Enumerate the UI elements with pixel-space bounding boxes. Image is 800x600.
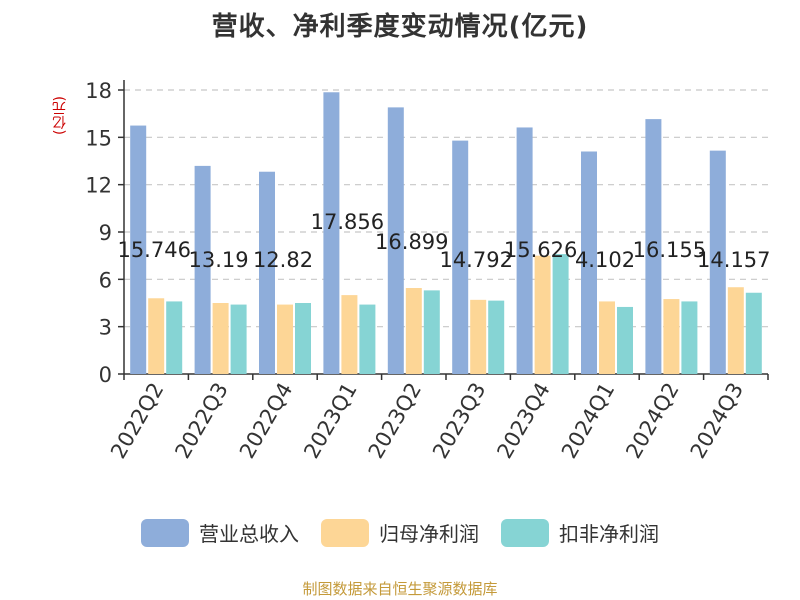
bar-3: [423, 290, 440, 374]
legend-swatch: [501, 518, 549, 547]
legend-label: 营业总收入: [199, 522, 299, 546]
bar-1: [387, 107, 404, 374]
bar-1: [194, 165, 211, 374]
bar-2: [212, 303, 229, 374]
x-tick-label: 2022Q2: [106, 379, 168, 463]
data-source-note: 制图数据来自恒生聚源数据库: [302, 580, 498, 598]
bar-3: [617, 306, 633, 374]
x-tick-label: 2022Q4: [235, 379, 297, 463]
bar-3: [359, 304, 376, 374]
legend-label: 归母净利润: [379, 522, 479, 546]
x-tick-label: 2023Q3: [428, 379, 490, 463]
legend-swatch: [141, 518, 189, 547]
bar-3: [230, 304, 247, 374]
bar-1: [130, 125, 147, 374]
legend-label: 扣非净利润: [559, 522, 659, 546]
bar-1: [323, 92, 340, 374]
data-label: 16.155: [633, 238, 706, 262]
data-label: 4.102: [575, 248, 635, 272]
chart-title: 营收、净利季度变动情况(亿元): [211, 12, 589, 42]
bar-2: [599, 301, 615, 374]
x-tick-label: 2023Q4: [492, 379, 554, 463]
bar-2: [727, 287, 744, 374]
y-tick-label: 6: [99, 268, 112, 292]
y-tick-label: 3: [99, 316, 112, 340]
bar-3: [295, 303, 311, 374]
y-tick-label: 18: [85, 79, 112, 103]
x-tick-label: 2023Q2: [364, 379, 426, 463]
data-label: 13.19: [189, 248, 249, 272]
y-tick-label: 0: [99, 363, 112, 387]
data-label: 15.746: [117, 238, 190, 262]
bar-2: [534, 255, 551, 374]
data-label: 17.856: [311, 210, 384, 234]
bar-2: [341, 295, 358, 374]
bar-2: [277, 304, 293, 374]
x-tick-label: 2024Q3: [686, 379, 748, 463]
bar-2: [148, 298, 165, 374]
bar-1: [709, 150, 726, 374]
bar-3: [552, 254, 569, 374]
x-tick-label: 2023Q1: [299, 379, 361, 463]
data-label: 15.626: [504, 238, 577, 262]
x-tick-label: 2022Q3: [170, 379, 232, 463]
legend-item-3[interactable]: 扣非净利润: [501, 518, 659, 547]
bar-2: [663, 299, 680, 374]
legend-item-1[interactable]: 营业总收入: [141, 518, 299, 547]
chart-legend: 营业总收入 归母净利润 扣非净利润: [0, 518, 800, 547]
data-label: 14.157: [697, 248, 770, 272]
data-label: 16.899: [375, 230, 448, 254]
y-tick-label: 15: [85, 126, 112, 150]
bar-1: [452, 140, 469, 374]
bar-3: [745, 292, 762, 374]
x-tick-label: 2024Q1: [557, 379, 619, 463]
data-label: 14.792: [439, 248, 512, 272]
bar-1: [645, 119, 662, 374]
bar-3: [166, 301, 183, 374]
bar-3: [488, 300, 505, 374]
bar-1: [516, 127, 533, 374]
legend-swatch: [321, 518, 369, 547]
data-label: 12.82: [253, 248, 313, 272]
y-tick-label: 9: [99, 221, 112, 245]
y-tick-label: 12: [85, 174, 112, 198]
x-tick-label: 2024Q2: [621, 379, 683, 463]
bar-2: [405, 288, 422, 374]
bar-3: [681, 301, 698, 374]
bar-2: [470, 299, 487, 374]
bar-1: [581, 151, 597, 374]
legend-item-2[interactable]: 归母净利润: [321, 518, 479, 547]
bar-1: [259, 171, 275, 374]
